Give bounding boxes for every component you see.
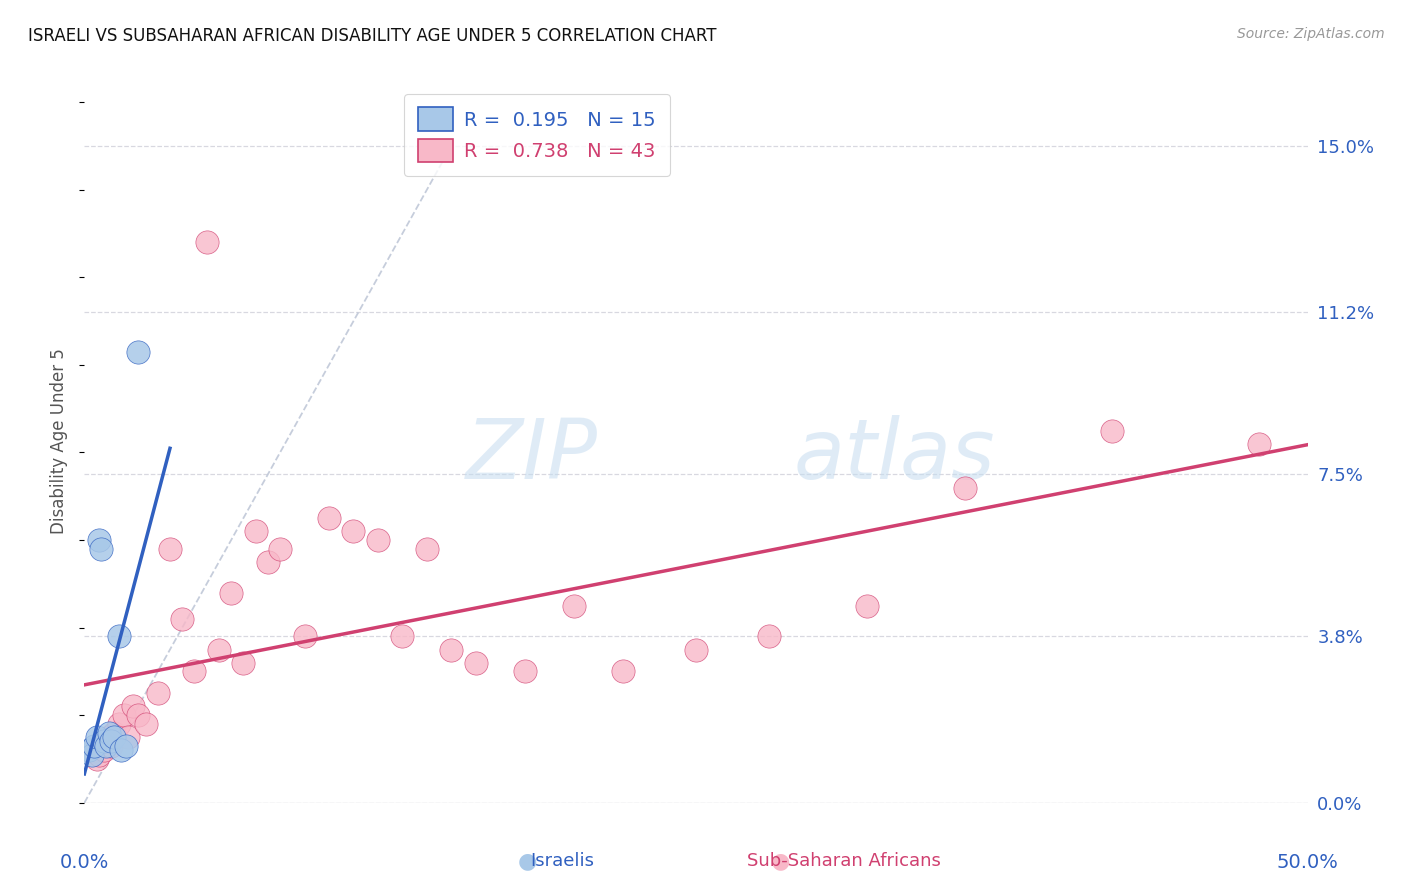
Point: [391, 629, 413, 643]
Point: [77, 743, 100, 757]
Point: [107, 717, 129, 731]
Point: [90, 541, 112, 556]
Point: [208, 642, 231, 657]
Point: [464, 656, 486, 670]
Point: [97, 725, 120, 739]
Point: [440, 642, 463, 657]
Point: [83, 743, 105, 757]
Point: [86, 752, 108, 766]
Point: [103, 730, 125, 744]
Point: [86, 730, 108, 744]
Point: [103, 725, 125, 739]
Text: Sub-Saharan Africans: Sub-Saharan Africans: [747, 852, 941, 870]
Point: [100, 734, 122, 748]
Point: [80, 747, 103, 762]
Point: [612, 665, 634, 679]
Point: [294, 629, 316, 643]
Text: ZIP: ZIP: [467, 416, 598, 497]
Point: [90, 739, 112, 753]
Point: [953, 481, 976, 495]
Point: [183, 665, 205, 679]
Point: [245, 524, 267, 539]
Point: [100, 739, 122, 753]
Point: [685, 642, 707, 657]
Point: [93, 743, 115, 757]
Point: [562, 599, 585, 613]
Point: [232, 656, 254, 670]
Point: [367, 533, 389, 547]
Y-axis label: Disability Age Under 5: Disability Age Under 5: [51, 349, 69, 534]
Point: [93, 734, 115, 748]
Point: [83, 739, 105, 753]
Text: 50.0%: 50.0%: [1277, 854, 1339, 872]
Point: [112, 708, 135, 723]
Point: [219, 585, 242, 599]
Text: atlas: atlas: [794, 416, 995, 497]
Point: [127, 708, 149, 723]
Point: [146, 686, 169, 700]
Point: [758, 629, 780, 643]
Point: [87, 533, 110, 547]
Point: [135, 717, 157, 731]
Point: [856, 599, 879, 613]
Point: [159, 541, 181, 556]
Text: ●: ●: [770, 851, 790, 871]
Point: [342, 524, 364, 539]
Text: Source: ZipAtlas.com: Source: ZipAtlas.com: [1237, 27, 1385, 41]
Point: [96, 739, 118, 753]
Point: [122, 699, 145, 714]
Point: [257, 555, 280, 569]
Point: [513, 665, 536, 679]
Point: [269, 541, 291, 556]
Point: [1101, 424, 1123, 438]
Point: [87, 747, 110, 762]
Point: [416, 541, 439, 556]
Text: ISRAELI VS SUBSAHARAN AFRICAN DISABILITY AGE UNDER 5 CORRELATION CHART: ISRAELI VS SUBSAHARAN AFRICAN DISABILITY…: [28, 27, 717, 45]
Text: Israelis: Israelis: [530, 852, 595, 870]
Point: [110, 743, 132, 757]
Point: [318, 511, 340, 525]
Point: [115, 739, 138, 753]
Point: [127, 344, 149, 359]
Text: ●: ●: [517, 851, 537, 871]
Point: [97, 730, 120, 744]
Point: [172, 612, 194, 626]
Point: [117, 730, 139, 744]
Point: [96, 734, 118, 748]
Legend: R =  0.195   N = 15, R =  0.738   N = 43: R = 0.195 N = 15, R = 0.738 N = 43: [404, 94, 669, 176]
Point: [1247, 436, 1270, 450]
Point: [195, 235, 218, 250]
Point: [107, 629, 129, 643]
Text: 0.0%: 0.0%: [59, 854, 110, 872]
